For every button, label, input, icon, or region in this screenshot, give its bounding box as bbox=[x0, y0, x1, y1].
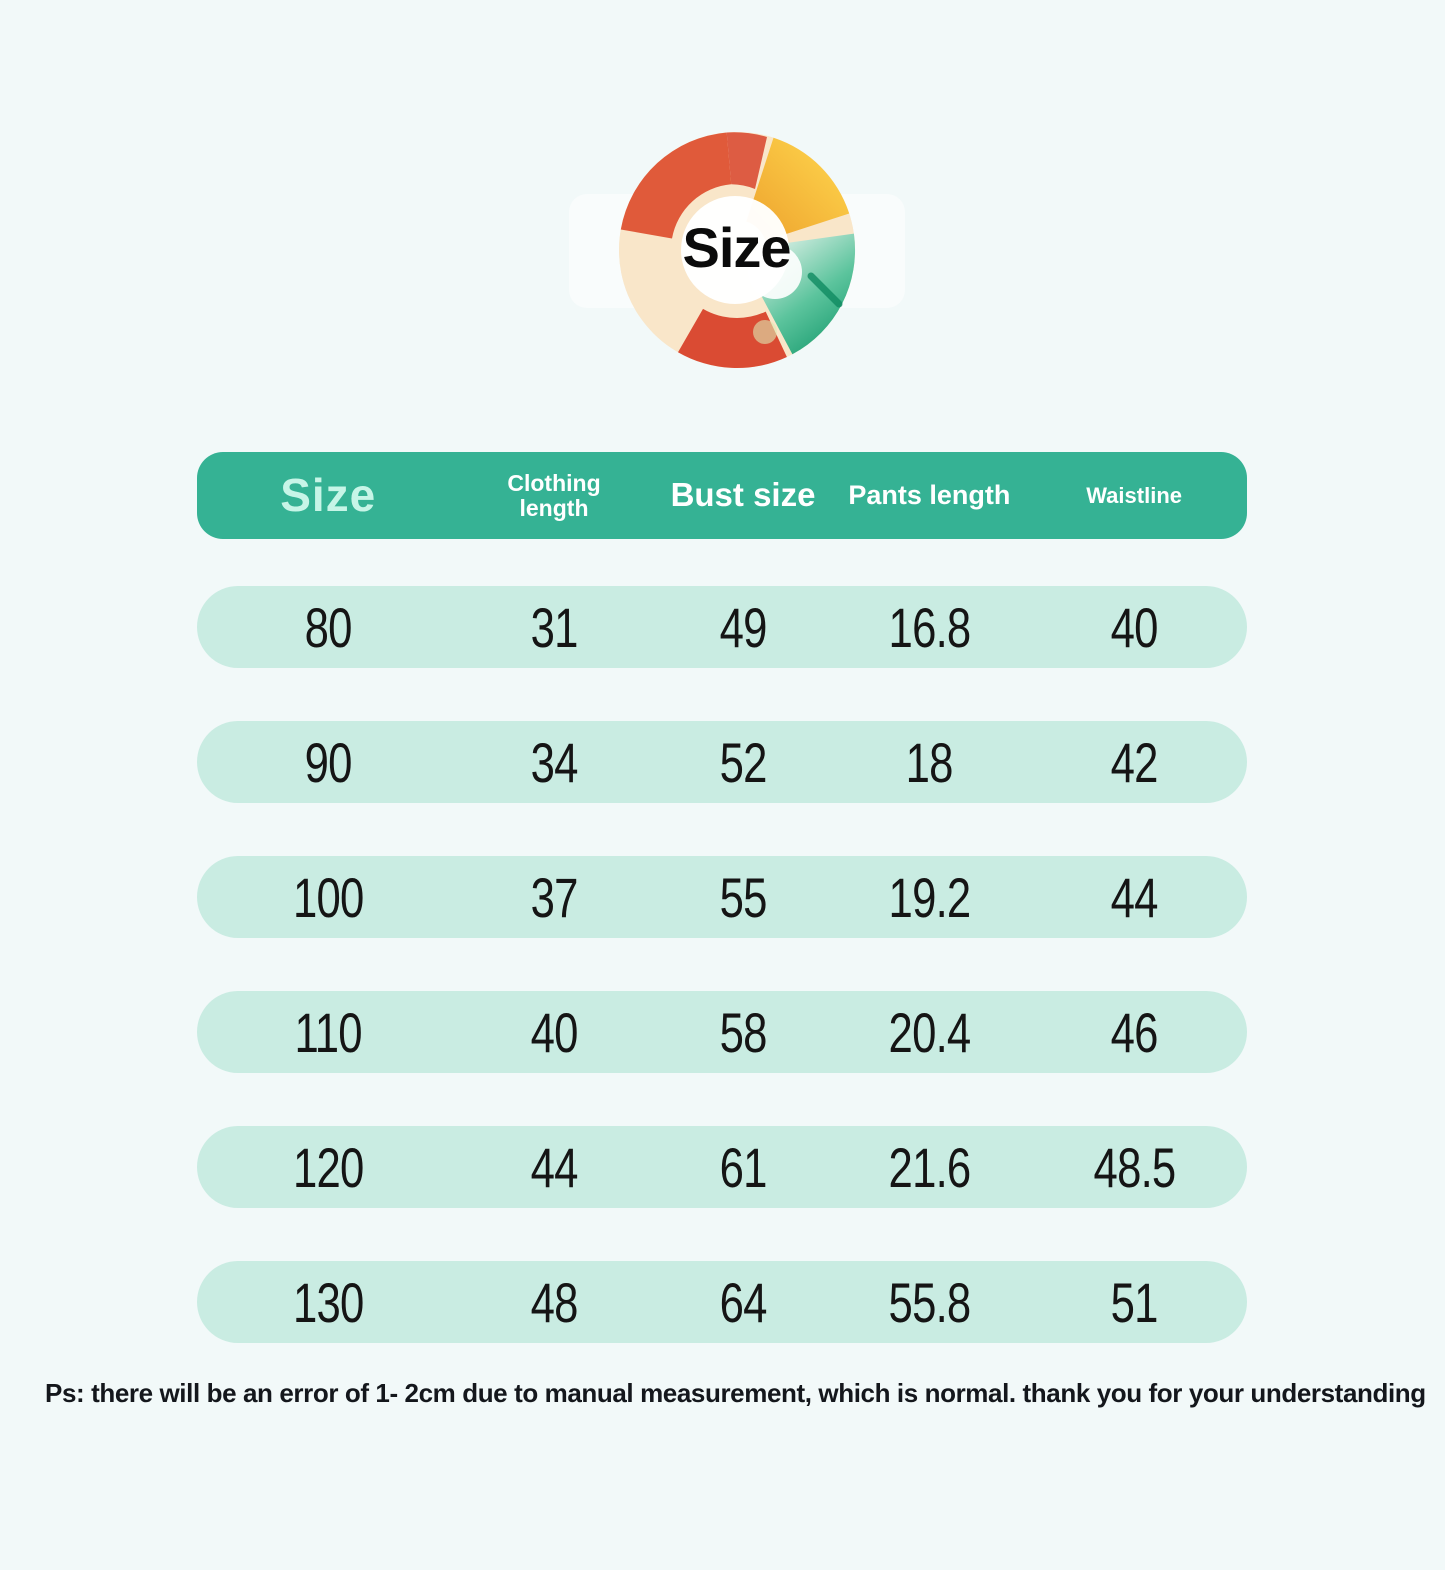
table-row-90: 90 34 52 18 42 bbox=[197, 721, 1247, 803]
cell-value: 61 bbox=[719, 1135, 767, 1199]
cell-value: 20.4 bbox=[888, 1000, 971, 1064]
cell-waistline: 46 bbox=[1021, 1000, 1247, 1065]
table-row-80: 80 31 49 16.8 40 bbox=[197, 586, 1247, 668]
cell-value: 16.8 bbox=[888, 595, 971, 659]
cell-bust-size: 55 bbox=[649, 865, 838, 930]
cell-value: 55 bbox=[719, 865, 767, 929]
table-row-120: 120 44 61 21.6 48.5 bbox=[197, 1126, 1247, 1208]
cell-value: 19.2 bbox=[888, 865, 971, 929]
cell-size: 130 bbox=[197, 1270, 460, 1335]
cell-clothing-length: 44 bbox=[460, 1135, 649, 1200]
cell-value: 42 bbox=[1110, 730, 1159, 794]
cell-value: 31 bbox=[530, 595, 578, 659]
logo-size-label: Size bbox=[682, 215, 791, 279]
cell-value: 44 bbox=[1110, 865, 1159, 929]
cell-waistline: 40 bbox=[1021, 595, 1247, 660]
cell-value: 52 bbox=[719, 730, 767, 794]
cell-waistline: 48.5 bbox=[1021, 1135, 1247, 1200]
header-waistline: Waistline bbox=[1086, 482, 1182, 508]
header-clothing-length: Clothing length bbox=[460, 471, 649, 519]
cell-pants-length: 16.8 bbox=[838, 595, 1022, 660]
cell-value: 48 bbox=[530, 1270, 578, 1334]
cell-value: 100 bbox=[292, 865, 364, 929]
cell-value: 44 bbox=[530, 1135, 578, 1199]
table-row-110: 110 40 58 20.4 46 bbox=[197, 991, 1247, 1073]
cell-value: 40 bbox=[1110, 595, 1159, 659]
cell-pants-length: 21.6 bbox=[838, 1135, 1022, 1200]
cell-bust-size: 52 bbox=[649, 730, 838, 795]
cell-value: 40 bbox=[530, 1000, 578, 1064]
beach-ball-icon bbox=[618, 132, 855, 369]
cell-size: 110 bbox=[197, 1000, 460, 1065]
cell-value: 37 bbox=[530, 865, 578, 929]
cell-clothing-length: 48 bbox=[460, 1270, 649, 1335]
cell-size: 120 bbox=[197, 1135, 460, 1200]
cell-clothing-length: 31 bbox=[460, 595, 649, 660]
cell-pants-length: 55.8 bbox=[838, 1270, 1022, 1335]
cell-bust-size: 49 bbox=[649, 595, 838, 660]
cell-bust-size: 64 bbox=[649, 1270, 838, 1335]
header-pants-length: Pants length bbox=[848, 480, 1011, 511]
header-clothing-length-label: Clothing length bbox=[507, 470, 601, 521]
cell-value: 46 bbox=[1110, 1000, 1159, 1064]
cell-bust-size: 58 bbox=[649, 1000, 838, 1065]
cell-value: 49 bbox=[719, 595, 767, 659]
cell-value: 34 bbox=[530, 730, 578, 794]
cell-size: 80 bbox=[197, 595, 460, 660]
cell-value: 90 bbox=[304, 730, 353, 794]
cell-pants-length: 18 bbox=[838, 730, 1022, 795]
cell-value: 80 bbox=[304, 595, 353, 659]
cell-waistline: 42 bbox=[1021, 730, 1247, 795]
cell-clothing-length: 34 bbox=[460, 730, 649, 795]
cell-value: 130 bbox=[292, 1270, 364, 1334]
cell-clothing-length: 37 bbox=[460, 865, 649, 930]
cell-clothing-length: 40 bbox=[460, 1000, 649, 1065]
size-table: Size Clothing length Bust size Pants len… bbox=[197, 452, 1247, 1343]
cell-size: 90 bbox=[197, 730, 460, 795]
table-header-row: Size Clothing length Bust size Pants len… bbox=[197, 452, 1247, 539]
cell-value: 64 bbox=[719, 1270, 767, 1334]
cell-size: 100 bbox=[197, 865, 460, 930]
table-row-100: 100 37 55 19.2 44 bbox=[197, 856, 1247, 938]
table-row-130: 130 48 64 55.8 51 bbox=[197, 1261, 1247, 1343]
header-bust-size: Bust size bbox=[670, 476, 816, 514]
cell-value: 21.6 bbox=[888, 1135, 971, 1199]
header-size: Size bbox=[280, 469, 377, 522]
cell-waistline: 51 bbox=[1021, 1270, 1247, 1335]
cell-pants-length: 19.2 bbox=[838, 865, 1022, 930]
cell-value: 51 bbox=[1110, 1270, 1159, 1334]
size-badge: Size bbox=[615, 128, 859, 372]
cell-value: 58 bbox=[719, 1000, 767, 1064]
cell-value: 120 bbox=[292, 1135, 364, 1199]
cell-value: 48.5 bbox=[1093, 1135, 1176, 1199]
cell-value: 110 bbox=[294, 1000, 363, 1064]
cell-waistline: 44 bbox=[1021, 865, 1247, 930]
footer-note: Ps: there will be an error of 1- 2cm due… bbox=[45, 1378, 1426, 1408]
cell-value: 18 bbox=[905, 730, 954, 794]
cell-pants-length: 20.4 bbox=[838, 1000, 1022, 1065]
cell-value: 55.8 bbox=[888, 1270, 971, 1334]
cell-bust-size: 61 bbox=[649, 1135, 838, 1200]
